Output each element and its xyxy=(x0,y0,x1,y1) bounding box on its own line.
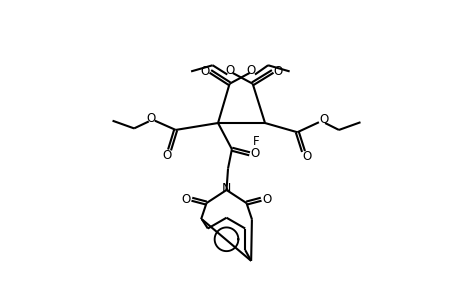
Text: O: O xyxy=(246,64,255,77)
Text: O: O xyxy=(250,147,259,160)
Text: O: O xyxy=(318,113,327,126)
Text: O: O xyxy=(181,193,190,206)
Text: O: O xyxy=(146,112,155,125)
Text: O: O xyxy=(273,65,282,78)
Text: O: O xyxy=(225,64,235,77)
Text: O: O xyxy=(200,65,209,78)
Text: O: O xyxy=(261,193,271,206)
Text: O: O xyxy=(162,149,172,162)
Text: N: N xyxy=(221,182,231,195)
Text: F: F xyxy=(252,135,258,148)
Text: O: O xyxy=(301,150,311,164)
